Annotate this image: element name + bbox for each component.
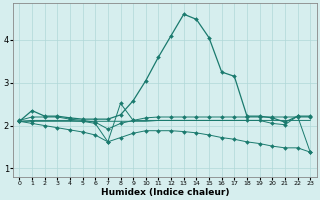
X-axis label: Humidex (Indice chaleur): Humidex (Indice chaleur) [100,188,229,197]
